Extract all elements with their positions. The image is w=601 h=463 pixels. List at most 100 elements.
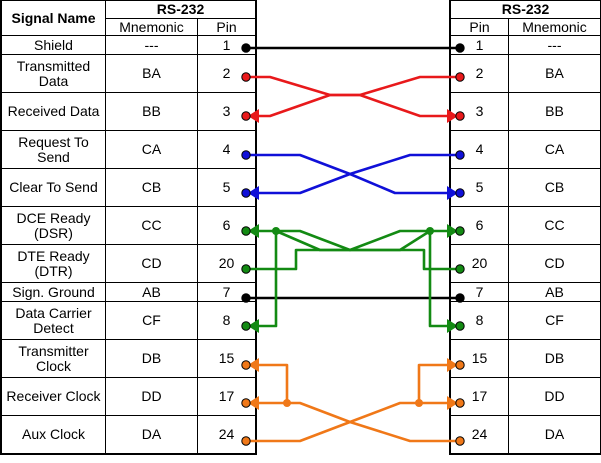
mnemonic-cell: AB [508,282,601,302]
mnemonic-cell: DB [508,339,601,378]
left-row: DCE Ready (DSR) CC 6 [1,206,256,245]
left-row: Request To Send CA 4 [1,130,256,169]
junction-dot [426,227,434,235]
left-group-title: RS-232 [105,0,256,19]
signal-name-cell: Request To Send [1,130,106,169]
pin-cell: 5 [450,168,509,207]
pin-cell: 20 [197,244,256,283]
right-row: 8 CF [450,301,601,340]
left-row: Shield --- 1 [1,35,256,55]
pin-cell: 24 [197,415,256,454]
mnemonic-cell: CD [105,244,198,283]
signal-name-cell: Aux Clock [1,415,106,454]
left-row: Sign. Ground AB 7 [1,282,256,302]
left-row: Transmitter Clock DB 15 [1,339,256,378]
pin-cell: 2 [450,54,509,93]
pin-cell: 8 [197,301,256,340]
left-pin-header: Pin [197,18,256,36]
mnemonic-cell: --- [508,35,601,55]
right-group-title: RS-232 [450,0,601,19]
left-row: DTE Ready (DTR) CD 20 [1,244,256,283]
signal-name-header: Signal Name [1,0,106,36]
mnemonic-cell: BA [508,54,601,93]
left-row: Received Data BB 3 [1,92,256,131]
mnemonic-cell: CC [508,206,601,245]
right-row: 6 CC [450,206,601,245]
mnemonic-cell: DA [105,415,198,454]
mnemonic-cell: AB [105,282,198,302]
right-mnemonic-header: Mnemonic [508,18,601,36]
mnemonic-cell: CA [508,130,601,169]
right-row: 2 BA [450,54,601,93]
right-row: 3 BB [450,92,601,131]
mnemonic-cell: --- [105,35,198,55]
mnemonic-cell: CB [508,168,601,207]
mnemonic-cell: DD [105,377,198,416]
left-row: Transmitted Data BA 2 [1,54,256,93]
junction-dot [283,399,291,407]
right-connector-table: RS-232 Pin Mnemonic 1 --- 2 BA 3 BB 4 CA 5 CB 6 CC 2… [449,0,601,455]
left-row: Receiver Clock DD 17 [1,377,256,416]
junction-dot [415,399,423,407]
clock-wire [417,363,450,403]
mnemonic-cell: CA [105,130,198,169]
right-row: 17 DD [450,377,601,416]
pin-cell: 24 [450,415,509,454]
dcd-wire [256,231,278,328]
pin-cell: 5 [197,168,256,207]
pin-cell: 3 [197,92,256,131]
left-row: Clear To Send CB 5 [1,168,256,207]
signal-name-cell: Received Data [1,92,106,131]
mnemonic-cell: CB [105,168,198,207]
pin-cell: 2 [197,54,256,93]
mnemonic-cell: BA [105,54,198,93]
pin-cell: 15 [197,339,256,378]
mnemonic-cell: CC [105,206,198,245]
aux-clock-wire [246,401,450,443]
signal-name-cell: Data Carrier Detect [1,301,106,340]
right-row: 20 CD [450,244,601,283]
dtr-to-dsr-wire [256,229,450,252]
mnemonic-cell: DD [508,377,601,416]
left-mnemonic-header: Mnemonic [105,18,198,36]
mnemonic-cell: CF [105,301,198,340]
clock-wire [256,363,289,403]
mnemonic-cell: CF [508,301,601,340]
signal-name-cell: Transmitted Data [1,54,106,93]
signal-name-cell: DTE Ready (DTR) [1,244,106,283]
pin-cell: 17 [197,377,256,416]
signal-name-cell: Receiver Clock [1,377,106,416]
aux-clock-wire [256,401,460,443]
pin-cell: 15 [450,339,509,378]
pin-cell: 7 [197,282,256,302]
dtr-to-dsr-wire [246,229,431,271]
right-row: 1 --- [450,35,601,55]
right-row: 5 CB [450,168,601,207]
pin-cell: 4 [450,130,509,169]
right-pin-header: Pin [450,18,509,36]
pin-cell: 3 [450,92,509,131]
pin-cell: 6 [197,206,256,245]
td-to-rd-wire [256,75,460,118]
pin-cell: 6 [450,206,509,245]
right-row: 7 AB [450,282,601,302]
signal-name-cell: Transmitter Clock [1,339,106,378]
dtr-to-dsr-wire [275,229,460,271]
pin-cell: 7 [450,282,509,302]
junction-dot [272,227,280,235]
left-row: Data Carrier Detect CF 8 [1,301,256,340]
signal-name-cell: Shield [1,35,106,55]
mnemonic-cell: DB [105,339,198,378]
right-row: 15 DB [450,339,601,378]
mnemonic-cell: CD [508,244,601,283]
pin-cell: 20 [450,244,509,283]
mnemonic-cell: BB [508,92,601,131]
rts-to-cts-wire [246,153,450,195]
left-row: Aux Clock DA 24 [1,415,256,454]
pin-cell: 17 [450,377,509,416]
td-to-rd-wire [246,75,450,118]
signal-name-cell: Clear To Send [1,168,106,207]
mnemonic-cell: BB [105,92,198,131]
dcd-wire [428,231,450,328]
left-connector-table: Signal Name RS-232 Mnemonic Pin Shield --… [0,0,257,455]
